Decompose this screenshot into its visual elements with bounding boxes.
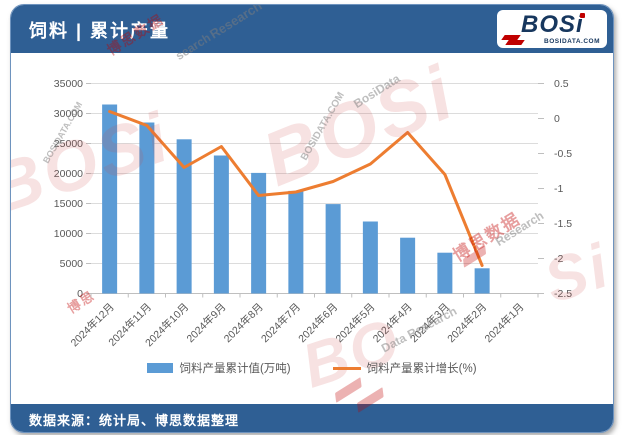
bosi-logo: BOSi BOSIDATA.COM [497,10,607,48]
legend-item-line-series: 饲料产量累计增长(%) [332,360,477,376]
legend-label: 饲料产量累计值(万吨) [179,363,291,375]
legend-item-bar-series: 饲料产量累计值(万吨) [147,360,291,376]
y-axis-label-right: -1 [554,183,563,195]
x-axis-label: 2024年5月 [333,300,378,345]
legend-label: 饲料产量累计增长(%) [366,363,477,375]
trend-line [108,110,484,267]
y-axis-label-right: -2.5 [554,288,572,300]
chart-card: 饲料 | 累计产量 BOSi BOSIDATA.COM 35000 30000 25… [10,4,614,433]
logo-caption: BOSIDATA.COM [544,38,600,45]
x-axis-label: 2024年9月 [184,300,229,345]
bar [176,139,192,294]
bar [325,204,341,294]
y-axis-label-left: 35000 [54,78,83,90]
y-axis-label-right: -1.5 [554,218,572,230]
bar [362,221,378,294]
x-axis-label: 2024年4月 [370,300,415,345]
watermark-stripe [335,377,362,403]
logo-text: BOSi [521,11,584,38]
data-source-text: 数据来源：统计局、博思数据整理 [29,413,240,428]
x-axis-label: 2024年1月 [482,300,527,345]
legend: 饲料产量累计值(万吨) 饲料产量累计增长(%) [11,359,613,377]
bar [139,122,155,294]
y-axis-label-right: -2 [554,253,563,265]
bar [102,104,118,294]
y-axis-label-left: 0 [77,288,83,300]
bar [288,190,304,294]
bar [251,172,267,294]
bar [400,237,416,294]
x-axis-label: 2024年7月 [258,300,303,345]
y-axis-label-left: 5000 [60,258,84,270]
page-title: 饲料 | 累计产量 [29,21,171,41]
y-axis-label-right: 0 [554,113,560,125]
y-axis-label-left: 20000 [54,168,83,180]
y-axis-label-left: 10000 [54,228,83,240]
x-axis-label: 2024年2月 [445,300,490,345]
y-axis-label-left: 25000 [54,138,83,150]
footer-bar: 数据来源：统计局、博思数据整理 [11,404,613,432]
x-axis-label: 2024年6月 [296,300,341,345]
logo-stripe-icon [505,40,525,45]
y-axis-label-right: 0.5 [554,78,569,90]
y-axis-label-left: 15000 [54,198,83,210]
header-bar: 饲料 | 累计产量 BOSi BOSIDATA.COM [11,5,613,53]
bar [213,155,229,294]
chart-canvas: 35000 30000 25000 20000 15000 10000 5000 0 0.5 0 -… [54,78,572,349]
line-swatch-icon [332,366,361,370]
y-axis-label-right: -0.5 [554,148,572,160]
bar-swatch-icon [147,363,174,373]
x-axis-label: 2024年3月 [407,300,452,345]
bar [474,268,490,294]
x-axis-label: 2024年8月 [221,300,266,345]
y-axis-label-left: 30000 [54,108,83,120]
bar [437,252,453,294]
